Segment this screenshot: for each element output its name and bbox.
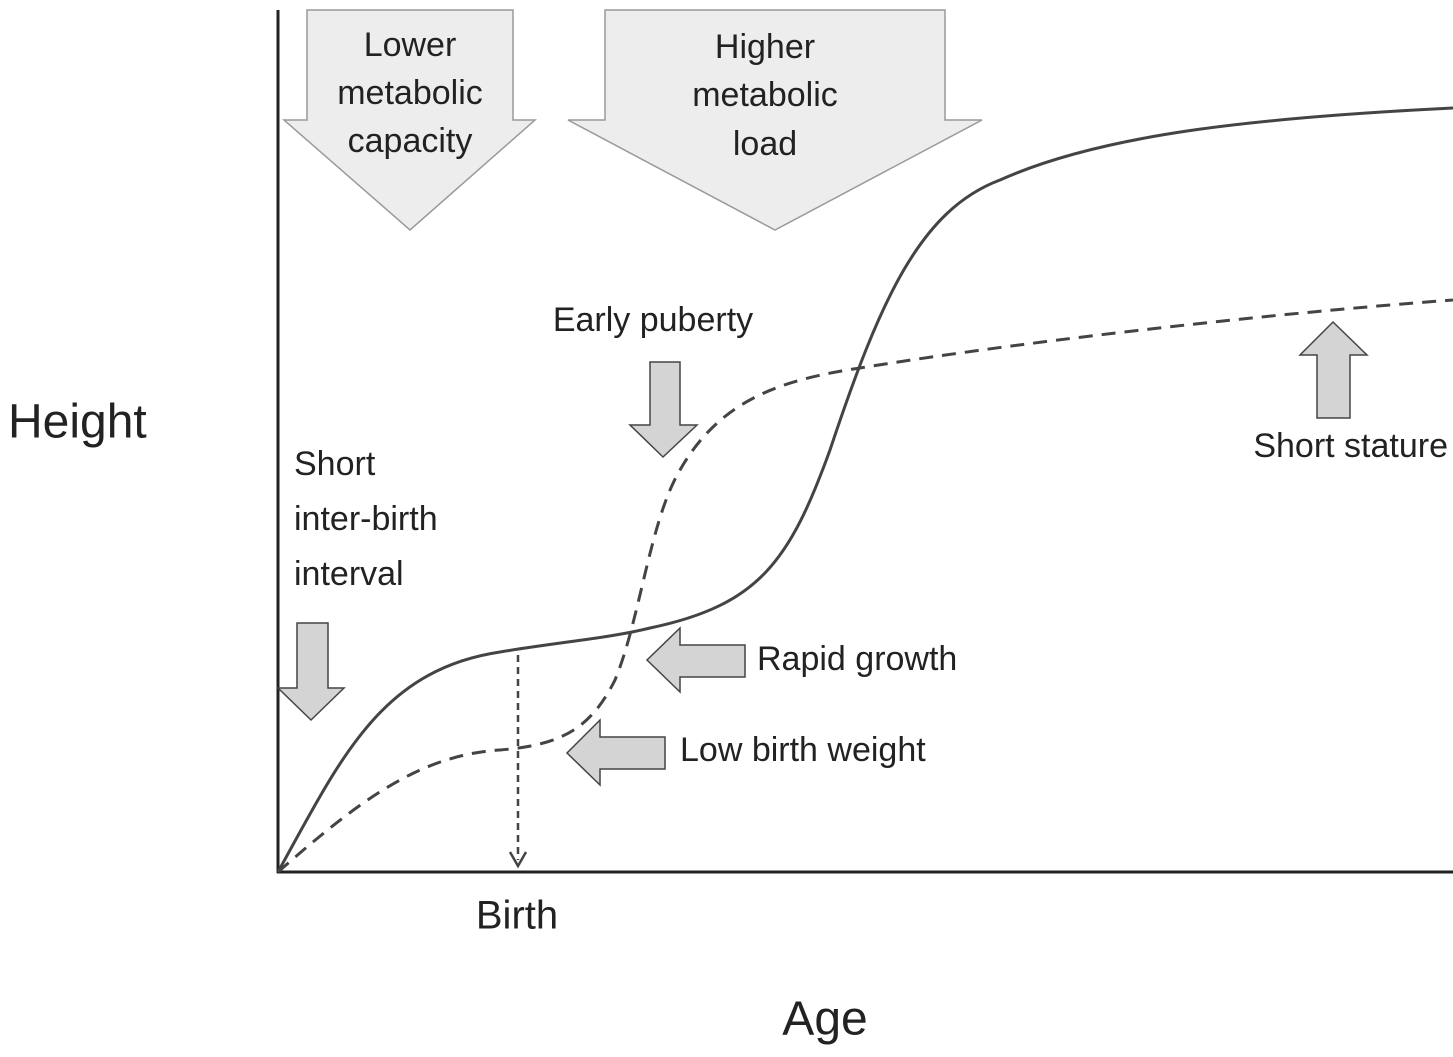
arrow-label: Early puberty	[553, 301, 753, 339]
arrow	[276, 622, 346, 722]
arrow-label: Short	[294, 445, 376, 483]
y-axis-label: Height	[8, 396, 147, 449]
arrow-label: load	[733, 125, 797, 163]
arrow-label: Short stature	[1253, 427, 1448, 465]
arrow	[1298, 320, 1369, 419]
arrow-label: metabolic	[337, 74, 483, 112]
arrow	[565, 718, 666, 787]
accelerated-curve	[277, 298, 1453, 874]
block-arrow	[282, 9, 537, 231]
arrow-label: capacity	[348, 122, 473, 160]
arrow-label: Low birth weight	[680, 731, 926, 769]
arrow-label: Lower	[364, 26, 457, 64]
arrow-label: metabolic	[692, 76, 838, 114]
growth-curve	[276, 106, 1453, 873]
arrow-label: Higher	[715, 28, 815, 66]
arrow	[645, 626, 746, 694]
birth-marker-head	[508, 851, 528, 869]
arrow-label: Rapid growth	[757, 640, 957, 678]
block-arrow	[567, 9, 983, 231]
arrow-label: inter-birth	[294, 500, 438, 538]
arrow	[628, 361, 699, 459]
arrow-label: interval	[294, 555, 404, 593]
birth-label: Birth	[476, 894, 558, 938]
x-axis-label: Age	[782, 993, 867, 1046]
